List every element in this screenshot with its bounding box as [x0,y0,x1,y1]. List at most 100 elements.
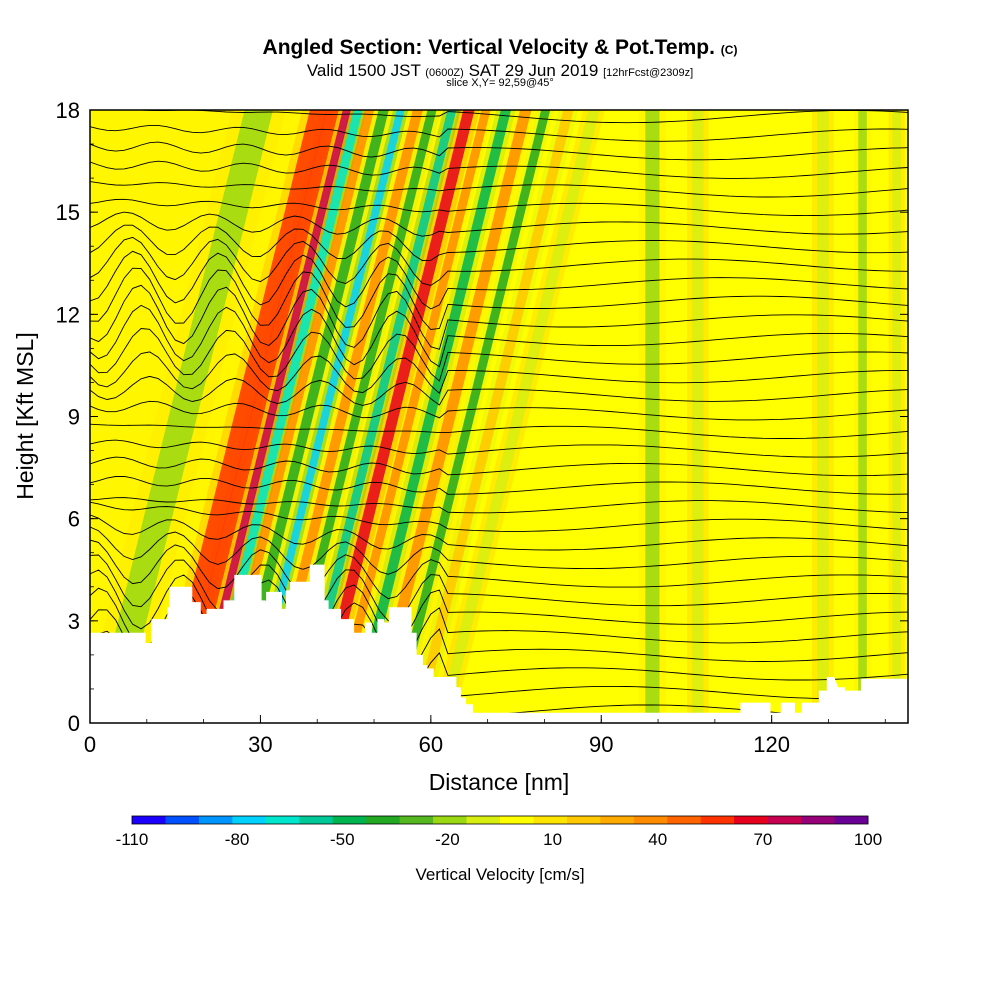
velocity-feature-3 [191,110,351,723]
velocity-feature-2 [174,110,339,723]
theta-contour-12 [90,475,908,495]
velocity-feature-18 [645,110,660,723]
colorbar-swatch-2 [198,816,233,824]
colorbar-swatch-4 [265,816,300,824]
y-tick-label-6: 6 [68,507,80,532]
colorbar-swatch-15 [633,816,668,824]
utc-time: (0600Z) [425,67,464,79]
colorbar: -110 -80 -50 -20 10 40 70 100 [116,815,882,849]
theta-contour-10 [90,501,908,532]
theta-contour-7 [90,539,908,600]
theta-contour-11 [90,497,908,514]
terrain-mask [90,564,908,723]
velocity-feature-14 [368,110,532,723]
velocity-feature-8 [261,110,423,723]
x-tick-label-0: 0 [84,732,96,757]
colorbar-swatch-18 [734,816,769,824]
theta-contour-32 [134,110,908,124]
colorbar-swatch-6 [332,816,367,824]
theta-contour-17 [90,375,908,406]
theta-contour-31 [90,124,908,142]
theta-contour-15 [90,423,908,439]
velocity-feature-19 [692,110,704,723]
chart-title-text: Angled Section: Vertical Velocity & Pot.… [262,36,715,59]
colorbar-swatch-13 [566,816,601,824]
units-tag: (C) [720,43,738,57]
colorbar-tick-7: 100 [854,830,882,849]
colorbar-swatch-1 [165,816,200,824]
axes: 0 30 60 90 120 0 3 6 9 12 15 18 [56,98,908,757]
theta-contour-14 [90,439,908,458]
velocity-feature-17 [436,110,600,723]
x-tick-label-60: 60 [419,732,443,757]
theta-contour-9 [90,514,908,551]
y-tick-label-0: 0 [68,711,80,736]
y-tick-label-9: 9 [68,405,80,430]
colorbar-tick-5: 40 [648,830,667,849]
theta-contour-19 [90,328,908,382]
colorbar-label: Vertical Velocity [cm/s] [415,865,584,884]
y-tick-label-18: 18 [56,98,80,123]
velocity-feature-22 [892,110,901,723]
theta-contour-20 [90,304,908,368]
colorbar-tick-0: -110 [116,830,149,849]
colorbar-swatch-11 [500,816,534,824]
colorbar-swatch-12 [533,816,568,824]
theta-contour-8 [90,526,908,575]
colorbar-swatch-21 [834,816,869,824]
colorbar-swatch-9 [433,816,467,824]
x-axis-label: Distance [nm] [429,769,570,795]
theta-contour-13 [90,456,908,477]
velocity-feature-0 [92,110,273,723]
colorbar-swatch-7 [366,816,401,824]
colorbar-swatch-3 [232,816,267,824]
velocity-feature-13 [349,110,511,723]
colorbar-tick-6: 70 [753,830,772,849]
y-tick-label-15: 15 [56,200,80,225]
theta-contour-16 [90,400,908,421]
velocity-features [90,110,905,723]
colorbar-swatch-0 [132,816,166,824]
theta-contour-23 [90,250,908,310]
colorbar-tick-4: 10 [543,830,562,849]
chart-subtitle: Valid 1500 JST (0600Z) SAT 29 Jun 2019 [… [0,61,1000,81]
valid-time: Valid 1500 JST [306,61,421,80]
colorbar-swatch-19 [767,816,802,824]
theta-contour-18 [90,351,908,394]
theta-contour-22 [90,267,908,330]
y-tick-label-12: 12 [56,302,80,327]
colorbar-swatch-5 [299,816,334,824]
colorbar-tick-1: -80 [225,830,250,849]
colorbar-frame [131,815,869,825]
colorbar-tick-2: -50 [330,830,355,849]
velocity-feature-16 [411,110,574,723]
theta-contour-29 [90,160,908,179]
theta-contour-27 [90,198,908,217]
theta-contour-33 [90,84,908,104]
theta-contour-21 [90,284,908,350]
x-tick-label-30: 30 [248,732,272,757]
colorbar-swatch-14 [600,816,635,824]
velocity-feature-5 [213,110,375,723]
colorbar-swatch-10 [466,816,501,824]
theta-contour-30 [90,141,908,161]
y-tick-label-3: 3 [68,609,80,634]
x-tick-label-90: 90 [589,732,613,757]
velocity-feature-12 [329,110,491,723]
velocity-feature-6 [226,110,389,723]
theta-contour-26 [90,211,908,237]
x-tick-label-120: 120 [753,732,790,757]
colorbar-tick-3: -20 [435,830,460,849]
slice-label: slice X,Y= 92,59@45° [446,77,554,89]
valid-date: SAT 29 Jun 2019 [468,61,599,80]
theta-contour-28 [90,181,908,198]
colorbar-swatch-8 [399,816,434,824]
theta-contour-24 [90,236,908,286]
velocity-feature-15 [389,110,551,723]
velocity-feature-4 [201,110,363,723]
theta-contour-25 [90,224,908,261]
velocity-feature-21 [858,110,867,723]
y-axis-label: Height [Kft MSL] [12,332,38,499]
forecast-tag: [12hrFcst@2309z] [603,67,694,79]
